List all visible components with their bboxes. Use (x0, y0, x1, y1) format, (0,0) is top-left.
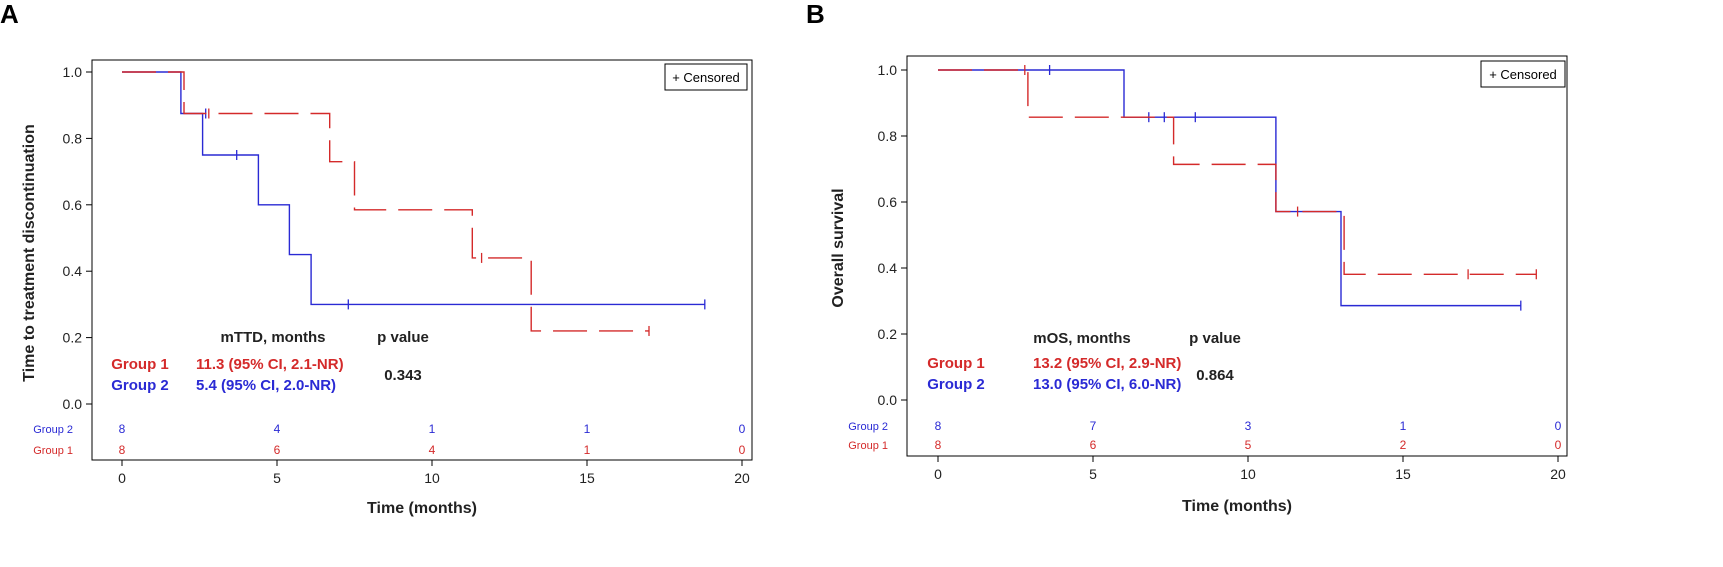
risk-table-label: Group 2 (33, 424, 73, 436)
annotation-group-label: Group 2 (111, 377, 169, 394)
risk-table-label: Group 1 (33, 445, 73, 457)
annotation-p-value: 0.343 (384, 367, 422, 384)
risk-table-count: 0 (739, 422, 746, 436)
annotation-metric-header: mTTD, months (221, 329, 326, 346)
y-tick-label: 0.0 (878, 392, 898, 408)
x-axis-label: Time (months) (367, 500, 477, 517)
risk-table-count: 1 (429, 422, 436, 436)
x-tick-label: 20 (1550, 466, 1566, 482)
risk-table-count: 8 (935, 438, 942, 452)
y-tick-label: 1.0 (878, 62, 898, 78)
y-tick-label: 1.0 (63, 64, 83, 80)
risk-table-count: 8 (119, 422, 126, 436)
x-tick-label: 15 (1395, 466, 1411, 482)
y-tick-label: 0.4 (63, 263, 83, 279)
x-tick-label: 10 (1240, 466, 1256, 482)
plot-frame (91, 59, 753, 461)
x-tick-label: 0 (118, 470, 126, 486)
y-axis-label: Overall survival (830, 188, 847, 307)
os-curve-group-1 (938, 69, 1537, 275)
y-tick-label: 0.2 (878, 326, 898, 342)
risk-table-count: 6 (274, 443, 281, 457)
panel-letter-b: B (806, 0, 825, 29)
risk-table-count: 7 (1090, 419, 1097, 433)
risk-table-count: 8 (119, 443, 126, 457)
y-tick-label: 0.8 (63, 130, 83, 146)
panel-letter-a: A (0, 0, 19, 29)
ttd-curve-group-1 (122, 71, 649, 332)
annotation-p-header: p value (377, 329, 429, 346)
y-tick-label: 0.2 (63, 330, 83, 346)
x-tick-label: 0 (934, 466, 942, 482)
y-tick-label: 0.4 (878, 260, 898, 276)
annotation-metric-header: mOS, months (1033, 330, 1131, 347)
y-tick-label: 0.8 (878, 128, 898, 144)
risk-table-label: Group 2 (848, 421, 888, 433)
annotation-p-header: p value (1189, 330, 1241, 347)
x-tick-label: 5 (1089, 466, 1097, 482)
risk-table-count: 0 (1555, 438, 1562, 452)
legend-censored-label: + Censored (1489, 67, 1557, 82)
risk-table-count: 1 (584, 422, 591, 436)
annotation-group-label: Group 2 (927, 376, 985, 393)
risk-table-count: 0 (1555, 419, 1562, 433)
legend-box (664, 63, 748, 91)
annotation-median-value: 11.3 (95% CI, 2.1-NR) (196, 356, 344, 373)
risk-table-count: 6 (1090, 438, 1097, 452)
risk-table-label: Group 1 (848, 440, 888, 452)
x-tick-label: 10 (424, 470, 440, 486)
risk-table-count: 8 (935, 419, 942, 433)
os-curve-group-2 (938, 69, 1521, 307)
x-tick-label: 20 (734, 470, 750, 486)
legend-censored-label: + Censored (672, 70, 740, 85)
annotation-median-value: 13.2 (95% CI, 2.9-NR) (1033, 355, 1181, 372)
annotation-median-value: 13.0 (95% CI, 6.0-NR) (1033, 376, 1181, 393)
y-tick-label: 0.0 (63, 396, 83, 412)
risk-table-count: 0 (739, 443, 746, 457)
x-tick-label: 15 (579, 470, 595, 486)
risk-table-count: 2 (1400, 438, 1407, 452)
risk-table-count: 4 (274, 422, 281, 436)
legend-box (1480, 60, 1566, 88)
y-axis-label: Time to treatment discontinuation (21, 124, 38, 382)
x-tick-label: 5 (273, 470, 281, 486)
risk-table-count: 1 (1400, 419, 1407, 433)
y-tick-label: 0.6 (63, 197, 83, 213)
risk-table-count: 5 (1245, 438, 1252, 452)
annotation-group-label: Group 1 (927, 355, 985, 372)
risk-table-count: 4 (429, 443, 436, 457)
risk-table-count: 1 (584, 443, 591, 457)
risk-table-count: 3 (1245, 419, 1252, 433)
plot-frame (906, 55, 1568, 457)
annotation-median-value: 5.4 (95% CI, 2.0-NR) (196, 377, 336, 394)
annotation-p-value: 0.864 (1196, 367, 1234, 384)
ttd-curve-group-2 (122, 71, 705, 306)
y-tick-label: 0.6 (878, 194, 898, 210)
annotation-group-label: Group 1 (111, 356, 169, 373)
x-axis-label: Time (months) (1182, 498, 1292, 515)
